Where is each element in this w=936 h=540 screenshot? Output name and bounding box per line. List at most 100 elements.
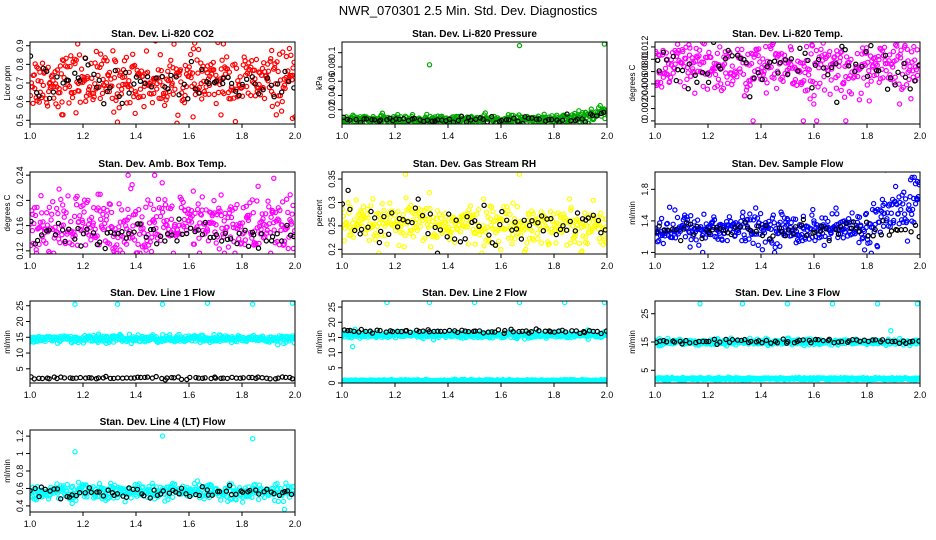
data-point [185,206,192,212]
data-point [186,64,192,70]
data-point [434,234,440,240]
data-point [822,233,828,240]
data-point [752,214,758,220]
data-point [192,210,198,217]
data-point [60,222,67,228]
data-point [282,85,288,92]
data-point [670,221,676,227]
data-point [200,78,207,85]
x-tick-label: 1.6 [183,390,196,400]
subset-point [476,223,482,229]
subset-point [681,226,687,232]
data-point [365,215,371,221]
subset-point [429,118,435,124]
data-point [210,66,217,73]
data-point [88,237,94,243]
data-point [40,219,46,225]
data-point [861,247,868,253]
data-point [78,66,85,72]
subset-point [185,95,191,102]
data-point [104,207,110,213]
data-point [34,204,40,211]
data-point [246,212,252,219]
subset-point [834,99,840,106]
data-point [475,206,482,213]
data-point [410,233,417,240]
data-point [546,241,552,247]
subset-point [69,375,76,381]
data-point [769,240,775,246]
data-point [892,74,898,80]
data-point [218,112,224,118]
subset-point [84,226,90,232]
subset-point [901,60,907,67]
data-point [147,239,153,245]
subset-point [279,89,285,95]
data-point [904,218,910,224]
subset-point [374,327,380,333]
data-point [281,241,287,247]
subset-point [775,70,781,76]
data-point [719,237,725,243]
subset-point [107,84,113,91]
data-point [675,50,681,56]
data-point [114,94,120,100]
data-point [113,250,119,254]
subset-point [199,66,205,73]
subset-point [36,93,42,99]
subset-point [458,113,465,120]
data-point [702,235,709,241]
subset-point [809,85,815,91]
data-point [674,42,681,47]
subset-point [720,227,727,233]
subset-point [224,375,230,382]
subset-point [213,78,219,85]
y-tick-label: 0 [327,380,337,385]
data-point [603,239,607,245]
subset-point [80,230,87,237]
subset-point [437,227,444,233]
subset-point [119,228,125,235]
subset-point [492,329,498,335]
data-point [343,219,350,226]
subset-point [562,329,569,335]
data-point [94,233,100,239]
data-point [131,237,138,243]
data-point [111,74,118,81]
outlier-point [159,301,166,307]
outlier-point [800,118,807,124]
data-point [874,62,881,68]
data-point [724,80,731,87]
data-point [714,50,721,57]
subset-point [872,226,878,233]
data-point [787,44,794,50]
data-point [116,201,122,207]
data-point [505,235,511,241]
data-point [269,47,275,54]
outlier-point [909,174,915,181]
x-tick-label: 1.4 [442,261,455,271]
data-point [739,46,745,53]
data-point [811,218,817,224]
x-tick-label: 1.2 [702,261,715,271]
subset-point [279,238,285,244]
data-point [804,87,811,93]
data-point [909,206,916,213]
subset-point [560,223,566,229]
data-point [706,49,712,56]
subset-point [51,374,58,380]
data-point [572,110,578,117]
outlier-point [814,118,820,124]
data-point [217,208,223,214]
data-point [885,36,889,40]
data-point [726,214,733,220]
x-tick-label: 1.0 [336,131,349,141]
subset-point [368,208,374,215]
data-point [117,70,124,76]
subset-point [72,70,78,76]
data-point [35,78,41,84]
data-point [423,205,430,212]
data-point [579,248,585,254]
subset-point [249,74,255,80]
outlier-point [471,301,478,306]
